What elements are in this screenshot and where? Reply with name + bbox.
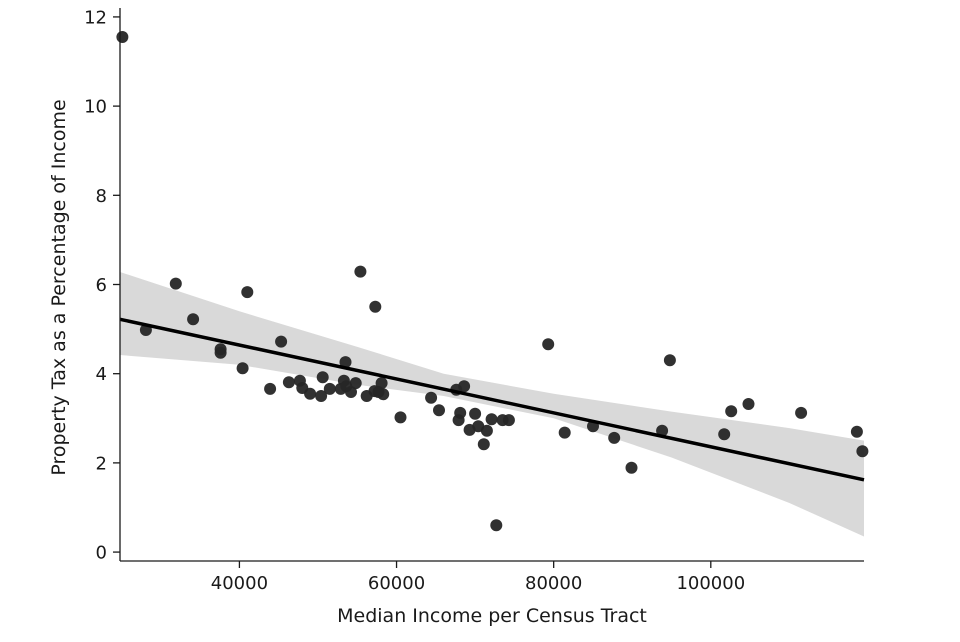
data-point xyxy=(304,387,317,400)
x-axis: 40000 60000 80000 100000 xyxy=(120,560,864,594)
data-point xyxy=(477,438,490,451)
data-point xyxy=(323,382,336,395)
y-axis-ticks: 0 2 4 6 8 10 12 xyxy=(84,7,120,564)
data-point xyxy=(241,286,254,299)
x-tick-label: 40000 xyxy=(211,573,268,594)
data-point xyxy=(394,411,407,424)
data-point xyxy=(558,426,571,439)
data-point xyxy=(425,391,438,404)
confidence-band xyxy=(120,272,864,537)
data-point xyxy=(480,424,493,437)
y-tick-label: 4 xyxy=(96,364,107,385)
data-point xyxy=(625,461,638,474)
data-point xyxy=(339,356,352,369)
data-point xyxy=(316,371,329,384)
data-point xyxy=(354,265,367,278)
y-tick-label: 12 xyxy=(84,7,107,28)
data-point xyxy=(502,414,515,427)
data-point xyxy=(187,313,200,326)
data-point xyxy=(469,407,482,420)
data-point xyxy=(236,362,249,375)
data-point xyxy=(454,406,467,419)
x-axis-label: Median Income per Census Tract xyxy=(337,605,647,627)
data-point xyxy=(433,404,445,417)
y-tick-label: 6 xyxy=(96,275,107,296)
y-axis: 0 2 4 6 8 10 12 xyxy=(84,7,121,564)
data-point xyxy=(377,388,390,401)
data-point xyxy=(369,300,382,313)
data-point xyxy=(490,519,503,532)
regression-line-layer xyxy=(119,317,865,482)
data-point xyxy=(169,277,182,290)
data-point xyxy=(116,31,129,43)
data-point xyxy=(856,445,869,458)
y-tick-label: 0 xyxy=(96,543,107,564)
data-point xyxy=(742,398,755,410)
scatter-points xyxy=(116,31,869,532)
data-point xyxy=(795,406,808,419)
y-axis-label: Property Tax as a Percentage of Income xyxy=(48,99,70,475)
confidence-band-layer xyxy=(120,272,864,537)
y-tick-label: 10 xyxy=(84,97,107,118)
data-point xyxy=(315,390,328,402)
data-point xyxy=(656,424,669,437)
x-tick-label: 60000 xyxy=(368,573,425,594)
data-point xyxy=(349,377,362,390)
data-point xyxy=(275,335,288,348)
data-point xyxy=(542,338,555,351)
data-point xyxy=(725,405,738,418)
x-tick-label: 100000 xyxy=(676,573,745,594)
data-point xyxy=(458,380,471,393)
y-tick-label: 2 xyxy=(96,453,107,474)
data-point xyxy=(264,382,277,395)
data-point xyxy=(608,431,621,444)
data-point xyxy=(282,376,295,389)
data-point xyxy=(214,346,227,359)
y-tick-label: 8 xyxy=(96,186,107,207)
data-point xyxy=(485,413,498,426)
regression-line xyxy=(119,317,865,482)
data-point xyxy=(375,377,388,390)
data-point xyxy=(718,428,731,441)
data-point xyxy=(663,354,676,367)
x-tick-label: 80000 xyxy=(525,573,582,594)
x-axis-ticks: 40000 60000 80000 100000 xyxy=(211,561,745,594)
data-point xyxy=(345,386,357,398)
data-point xyxy=(850,425,863,438)
